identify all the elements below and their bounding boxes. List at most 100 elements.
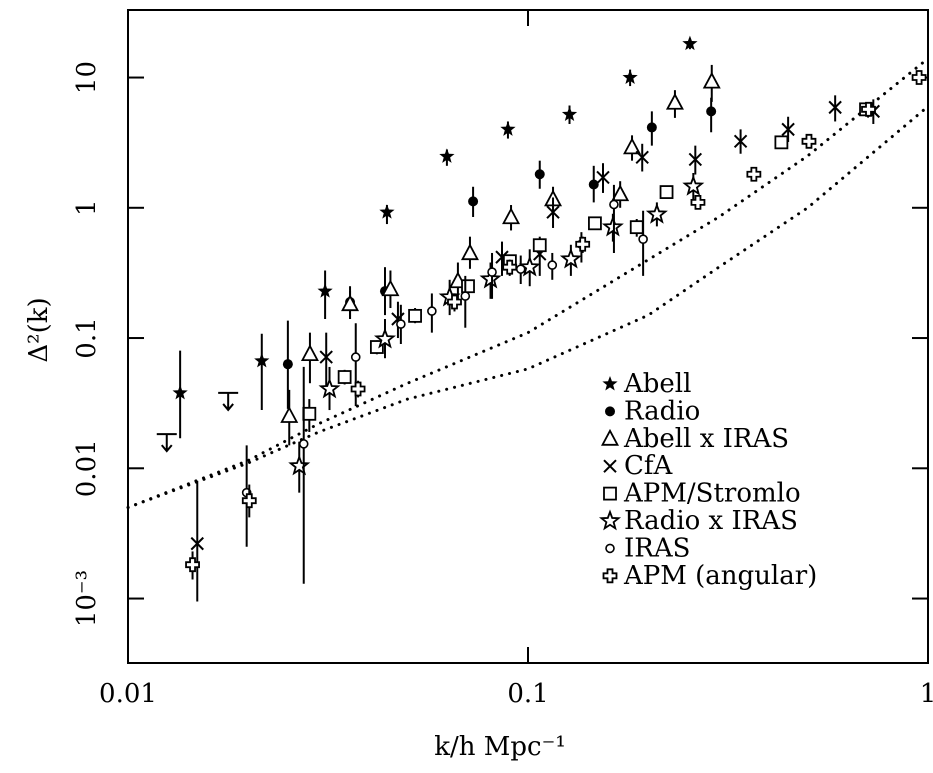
marker bbox=[500, 121, 516, 136]
marker bbox=[645, 202, 668, 224]
marker bbox=[629, 220, 644, 235]
marker bbox=[561, 106, 578, 122]
marker bbox=[427, 306, 437, 316]
legend-label: Radio x IRAS bbox=[624, 506, 798, 536]
marker bbox=[588, 216, 602, 231]
marker bbox=[319, 350, 333, 364]
marker bbox=[518, 255, 541, 277]
marker bbox=[602, 568, 618, 584]
marker bbox=[638, 234, 648, 244]
marker bbox=[588, 179, 599, 190]
marker bbox=[646, 122, 657, 133]
marker bbox=[911, 70, 927, 85]
marker bbox=[781, 122, 795, 137]
marker bbox=[682, 174, 705, 196]
marker bbox=[318, 377, 341, 399]
marker bbox=[300, 344, 319, 361]
marker bbox=[575, 236, 591, 252]
marker bbox=[337, 370, 352, 384]
marker bbox=[801, 133, 817, 149]
marker bbox=[861, 101, 876, 117]
marker bbox=[690, 194, 706, 210]
marker bbox=[288, 454, 311, 476]
marker bbox=[350, 352, 361, 362]
model-curve bbox=[126, 57, 930, 510]
marker bbox=[733, 134, 748, 148]
marker bbox=[381, 279, 400, 297]
marker bbox=[774, 135, 789, 150]
x-tick-label: 0.01 bbox=[99, 679, 157, 709]
marker bbox=[241, 493, 257, 509]
marker bbox=[600, 428, 620, 446]
y-tick-label: 0.1 bbox=[72, 317, 102, 358]
marker bbox=[373, 327, 396, 349]
marker bbox=[439, 148, 455, 163]
marker bbox=[659, 185, 674, 199]
marker bbox=[280, 406, 299, 423]
marker bbox=[502, 259, 518, 275]
marker bbox=[460, 291, 471, 301]
marker bbox=[602, 376, 618, 391]
marker bbox=[172, 384, 188, 400]
legend-label: Abell bbox=[623, 369, 691, 399]
legend-label: APM/Stromlo bbox=[623, 479, 801, 509]
marker bbox=[559, 247, 582, 269]
marker bbox=[688, 152, 703, 167]
y-tick-label: 1 bbox=[72, 200, 102, 217]
marker bbox=[341, 294, 360, 312]
legend-label: IRAS bbox=[624, 533, 690, 563]
marker bbox=[515, 264, 526, 274]
marker bbox=[603, 486, 617, 501]
marker bbox=[502, 207, 521, 225]
marker bbox=[611, 184, 630, 202]
marker bbox=[479, 267, 502, 289]
model-curve bbox=[126, 104, 930, 510]
marker bbox=[461, 279, 475, 294]
marker bbox=[460, 243, 479, 261]
marker bbox=[190, 536, 204, 551]
legend-label: APM (angular) bbox=[623, 561, 817, 591]
y-tick-label: 10⁻³ bbox=[72, 570, 102, 627]
marker bbox=[254, 352, 270, 368]
marker bbox=[298, 439, 309, 449]
marker bbox=[603, 459, 617, 473]
upper-limit bbox=[218, 391, 239, 412]
marker bbox=[622, 69, 638, 85]
marker bbox=[706, 106, 717, 117]
marker bbox=[635, 150, 649, 165]
upper-limit bbox=[156, 433, 177, 453]
marker bbox=[350, 381, 366, 397]
marker bbox=[487, 267, 497, 277]
marker bbox=[408, 308, 422, 323]
marker bbox=[546, 205, 560, 219]
marker bbox=[601, 215, 624, 237]
legend-label: Radio bbox=[624, 396, 700, 426]
marker bbox=[702, 71, 721, 89]
marker bbox=[609, 199, 619, 210]
marker bbox=[828, 100, 842, 115]
marker bbox=[282, 359, 293, 370]
marker bbox=[379, 204, 395, 219]
legend-label: CfA bbox=[624, 451, 674, 481]
marker bbox=[682, 35, 698, 51]
marker bbox=[396, 319, 406, 329]
marker bbox=[302, 406, 317, 421]
marker bbox=[547, 260, 558, 270]
marker bbox=[605, 543, 615, 554]
marker bbox=[185, 557, 200, 573]
marker bbox=[596, 170, 610, 185]
x-axis-label: k/h Mpc⁻¹ bbox=[434, 732, 566, 762]
x-tick-label: 0.1 bbox=[507, 679, 548, 709]
y-tick-label: 10 bbox=[72, 61, 102, 94]
marker bbox=[447, 294, 462, 310]
marker bbox=[534, 169, 545, 180]
marker bbox=[598, 509, 622, 531]
marker bbox=[468, 196, 479, 207]
y-tick-label: 0.01 bbox=[72, 439, 102, 497]
y-axis-label: Δ²(k) bbox=[24, 297, 54, 362]
marker bbox=[317, 283, 333, 298]
marker bbox=[532, 238, 547, 253]
marker bbox=[605, 406, 615, 417]
